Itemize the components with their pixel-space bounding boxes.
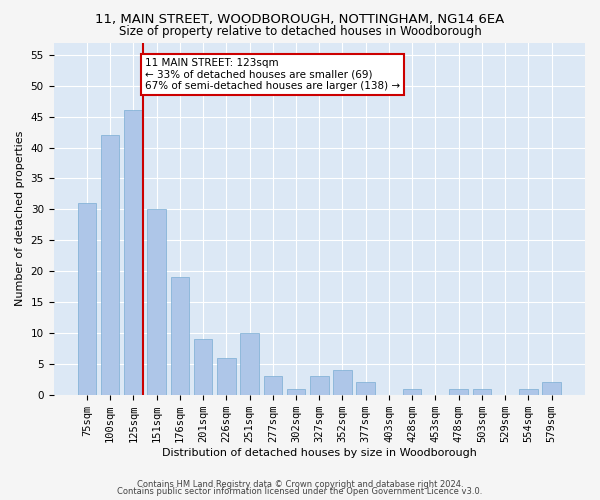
Bar [519,388,538,394]
Bar [473,388,491,394]
Text: Size of property relative to detached houses in Woodborough: Size of property relative to detached ho… [119,25,481,38]
Bar [403,388,421,394]
Text: 11 MAIN STREET: 123sqm
← 33% of detached houses are smaller (69)
67% of semi-det: 11 MAIN STREET: 123sqm ← 33% of detached… [145,58,400,91]
Bar [333,370,352,394]
Bar [287,388,305,394]
Y-axis label: Number of detached properties: Number of detached properties [15,131,25,306]
Bar [263,376,282,394]
Bar [148,210,166,394]
Bar [542,382,561,394]
Text: 11, MAIN STREET, WOODBOROUGH, NOTTINGHAM, NG14 6EA: 11, MAIN STREET, WOODBOROUGH, NOTTINGHAM… [95,12,505,26]
Bar [240,333,259,394]
Bar [449,388,468,394]
Bar [310,376,329,394]
Bar [124,110,143,395]
Text: Contains public sector information licensed under the Open Government Licence v3: Contains public sector information licen… [118,488,482,496]
Bar [77,203,96,394]
Text: Contains HM Land Registry data © Crown copyright and database right 2024.: Contains HM Land Registry data © Crown c… [137,480,463,489]
Bar [194,339,212,394]
Bar [170,278,189,394]
Bar [356,382,375,394]
Bar [217,358,236,395]
X-axis label: Distribution of detached houses by size in Woodborough: Distribution of detached houses by size … [162,448,477,458]
Bar [101,135,119,394]
